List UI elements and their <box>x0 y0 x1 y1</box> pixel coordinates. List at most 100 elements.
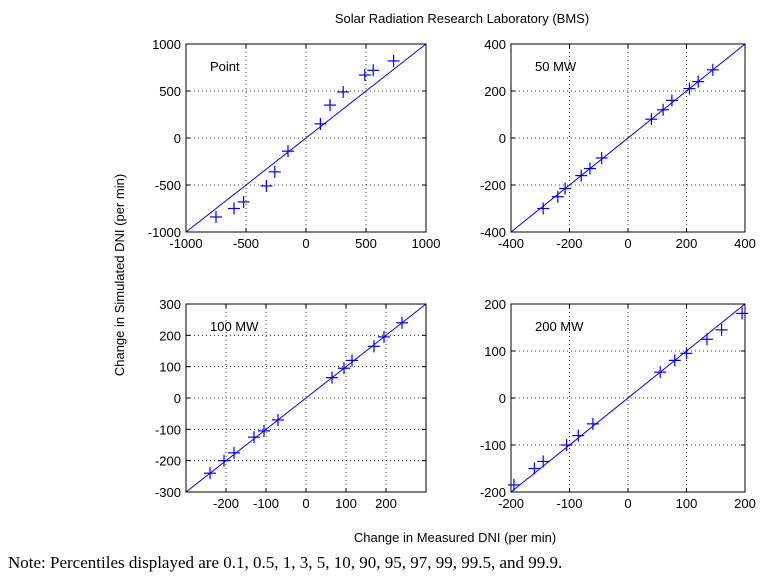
data-point <box>665 94 678 107</box>
data-point <box>228 202 240 215</box>
data-point <box>657 103 670 116</box>
data-point <box>378 330 390 343</box>
y-tick-label: -200 <box>480 485 506 500</box>
panel-1: -1000 -500 0 500 1000 -1000 -500 0 500 1000 Point <box>148 37 441 251</box>
data-point <box>715 323 728 336</box>
x-tick-label: -400 <box>498 236 524 251</box>
y-axis-label: Change in Simulated DNI (per min) <box>112 174 127 376</box>
data-point <box>237 195 250 208</box>
x-tick-label: 200 <box>676 236 698 251</box>
x-tick-label: -500 <box>233 236 259 251</box>
data-point <box>700 333 713 346</box>
y-tick-label: -1000 <box>148 225 181 240</box>
data-point <box>595 151 608 164</box>
data-point <box>314 117 327 130</box>
y-tick-label: -500 <box>155 178 181 193</box>
y-tick-label: 0 <box>174 131 181 146</box>
data-point <box>204 467 216 480</box>
identity-line <box>510 303 746 493</box>
x-tick-label: -100 <box>556 496 582 511</box>
x-tick-label: 0 <box>624 496 631 511</box>
data-point <box>326 371 338 384</box>
y-tick-label: -200 <box>155 454 181 469</box>
y-tick-label: 0 <box>174 391 181 406</box>
y-tick-label: 300 <box>159 297 181 312</box>
y-tick-label: -400 <box>480 225 506 240</box>
x-tick-label: 500 <box>355 236 377 251</box>
data-point <box>668 354 681 367</box>
data-point <box>337 85 350 98</box>
x-tick-label: 0 <box>302 496 309 511</box>
x-tick-label: 0 <box>302 236 309 251</box>
data-point <box>218 454 230 467</box>
y-tick-label: -100 <box>480 438 506 453</box>
data-point <box>258 424 270 437</box>
panel-2: -400 -200 0 200 400 -400 -200 0 200 400 50 MW <box>480 37 756 251</box>
data-point <box>507 478 520 491</box>
x-tick-label: 1000 <box>412 236 441 251</box>
data-point <box>346 354 358 367</box>
data-point <box>368 340 380 353</box>
x-tick-label: -100 <box>253 496 279 511</box>
y-tick-label: 500 <box>159 84 181 99</box>
data-point <box>358 69 371 82</box>
data-point <box>367 64 380 77</box>
identity-line <box>510 43 746 233</box>
data-point <box>268 165 281 178</box>
x-tick-label: 100 <box>335 496 357 511</box>
data-point <box>228 446 240 459</box>
x-tick-label: -200 <box>556 236 582 251</box>
panel-label: Point <box>210 59 240 74</box>
y-tick-label: 0 <box>499 131 506 146</box>
data-point <box>528 462 541 475</box>
data-point <box>583 162 596 175</box>
x-tick-label: 0 <box>624 236 631 251</box>
panel-4: -200 -100 0 100 200 -200 -100 0 100 200 200 MW <box>480 297 756 511</box>
x-tick-label: 200 <box>375 496 397 511</box>
data-point <box>560 439 573 451</box>
data-point <box>282 145 294 158</box>
y-tick-label: 200 <box>484 84 506 99</box>
data-point <box>572 429 585 442</box>
y-tick-label: 1000 <box>152 37 181 52</box>
y-tick-label: 200 <box>159 328 181 343</box>
data-point <box>396 316 408 329</box>
y-tick-label: -100 <box>155 422 181 437</box>
y-tick-label: -300 <box>155 485 181 500</box>
y-tick-label: -200 <box>480 178 506 193</box>
x-tick-label: -200 <box>498 496 524 511</box>
x-axis-label: Change in Measured DNI (per min) <box>354 530 556 545</box>
data-point <box>537 455 550 468</box>
y-tick-label: 100 <box>159 360 181 375</box>
data-point <box>645 113 658 126</box>
data-point <box>248 431 260 444</box>
x-tick-label: 400 <box>734 236 756 251</box>
data-point <box>559 182 572 195</box>
panel-label: 50 MW <box>535 59 577 74</box>
data-point <box>654 366 667 379</box>
panel-3: -200 -100 0 100 200 -300 -200 -100 0 100 200 300 100… <box>155 297 427 511</box>
x-tick-label: -200 <box>213 496 239 511</box>
data-point <box>272 413 284 426</box>
data-point <box>683 82 696 95</box>
data-point <box>551 190 564 203</box>
panel-label: 200 MW <box>535 319 584 334</box>
data-point <box>260 179 273 192</box>
x-tick-label: -1000 <box>169 236 202 251</box>
figure-title: Solar Radiation Research Laboratory (BMS… <box>335 11 589 26</box>
data-point <box>680 347 693 360</box>
panel-label: 100 MW <box>210 319 259 334</box>
data-point <box>387 54 400 67</box>
data-point <box>736 307 749 320</box>
data-point <box>537 202 550 215</box>
identity-line <box>185 43 427 233</box>
data-point <box>706 63 719 76</box>
percentile-note: Note: Percentiles displayed are 0.1, 0.5… <box>8 553 563 572</box>
x-tick-label: 200 <box>734 496 756 511</box>
x-tick-label: 100 <box>676 496 698 511</box>
data-point <box>338 362 350 375</box>
y-tick-label: 0 <box>499 391 506 406</box>
data-point <box>692 75 705 88</box>
data-point <box>586 417 599 430</box>
